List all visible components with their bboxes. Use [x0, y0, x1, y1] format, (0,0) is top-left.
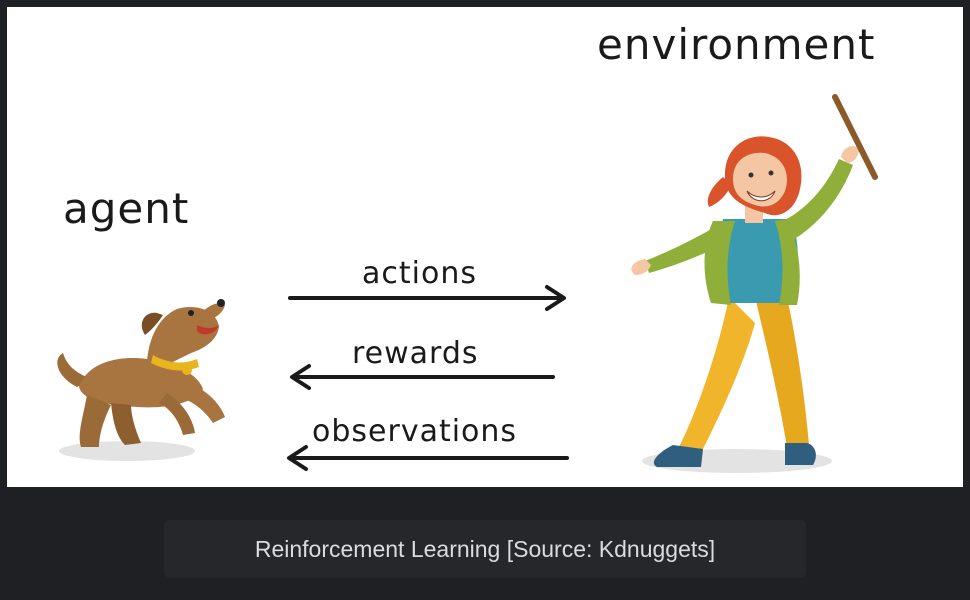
caption: Reinforcement Learning [Source: Kdnugget…	[164, 520, 806, 578]
rl-diagram: environment agent actions rewards observ…	[7, 7, 963, 487]
observations-arrow	[287, 445, 569, 471]
caption-text: Reinforcement Learning [Source: Kdnugget…	[254, 535, 716, 562]
agent-label: agent	[63, 184, 189, 233]
observations-label: observations	[312, 414, 517, 449]
rewards-arrow	[290, 364, 555, 390]
rewards-label: rewards	[352, 336, 479, 371]
woman-with-stick-icon	[631, 94, 878, 473]
environment-label: environment	[597, 20, 875, 69]
actions-arrow	[288, 285, 566, 311]
diagram-canvas: environment agent actions rewards observ…	[57, 20, 878, 473]
dog-icon	[57, 299, 225, 461]
actions-label: actions	[362, 256, 477, 291]
